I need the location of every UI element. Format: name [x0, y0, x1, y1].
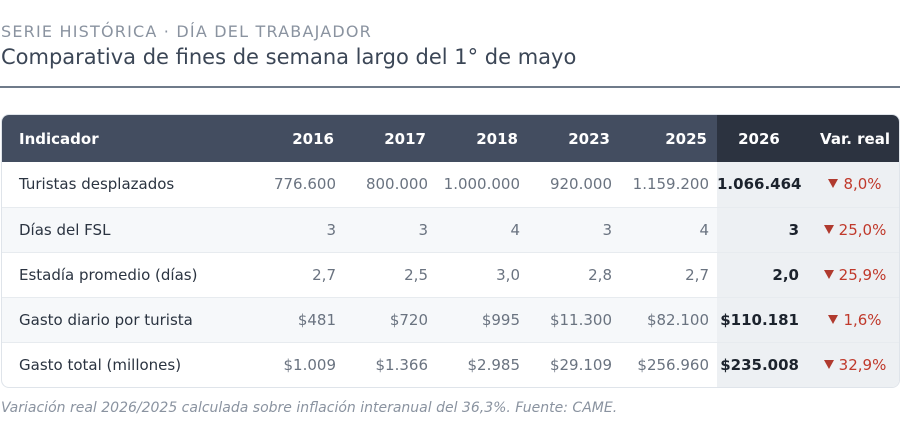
table-cell-2018: 1.000.000 [443, 175, 520, 194]
footnote: Variación real 2026/2025 calculada sobre… [1, 400, 618, 416]
row-indicator-label: Turistas desplazados [19, 175, 175, 194]
table-cell-2017: $1.366 [344, 341, 436, 387]
table-cell-2017: 3 [344, 206, 436, 252]
table-cell-2025: 4 [620, 206, 717, 252]
table-cell-2026: 1.066.464 [717, 162, 811, 207]
table-cell-2023: 920.000 [549, 175, 612, 194]
variation-cell: 25,0% [811, 206, 899, 252]
table-cell-2023: $11.300 [528, 296, 620, 342]
column-header-2026: 2026 [717, 115, 811, 162]
table-cell-2026: $235.008 [717, 341, 811, 387]
table-cell-2025: $256.960 [620, 341, 717, 387]
table-cell-2026: 2,0 [717, 251, 811, 297]
row-indicator-label: Estadía promedio (días) [2, 251, 252, 297]
table-cell-2018: 4 [436, 206, 528, 252]
section-kicker: SERIE HISTÓRICA · DÍA DEL TRABAJADOR [1, 22, 373, 41]
table-row: Turistas desplazados 776.600 800.000 1.000.… [2, 162, 899, 207]
table-cell-2023: 3 [528, 206, 620, 252]
column-header-2025: 2025 [620, 115, 717, 162]
column-header-2018: 2018 [436, 115, 528, 162]
table-cell-2016: 3 [252, 206, 344, 252]
comparison-table-container: Indicador 2016 2017 2018 2023 2025 2026 … [1, 114, 900, 388]
table-cell-2016: 2,7 [252, 251, 344, 297]
table-row: Gasto total (millones) $1.009 $1.366 $2.985… [2, 341, 899, 387]
table-cell-2025: $82.100 [620, 296, 717, 342]
table-cell-2018: $2.985 [436, 341, 528, 387]
table-cell-2026: 3 [717, 206, 811, 252]
variation-cell: 32,9% [811, 341, 899, 387]
variation-cell: 25,9% [811, 251, 899, 297]
table-cell-2023: $29.109 [528, 341, 620, 387]
triangle-down-icon [828, 179, 839, 189]
table-cell-2017: $720 [344, 296, 436, 342]
column-header-2016: 2016 [252, 115, 344, 162]
table-cell-2025: 1.159.200 [632, 175, 709, 194]
triangle-down-icon [823, 359, 834, 369]
variation-value: 25,9% [838, 265, 887, 284]
table-cell-2023: 2,8 [528, 251, 620, 297]
row-indicator-label: Días del FSL [2, 206, 252, 252]
row-indicator-label: Gasto diario por turista [2, 296, 252, 342]
variation-cell: 8,0% [811, 162, 899, 207]
table-cell-2017: 800.000 [365, 175, 428, 194]
row-indicator-label: Gasto total (millones) [2, 341, 252, 387]
table-cell-2026: $110.181 [717, 296, 811, 342]
table-cell-2018: 3,0 [436, 251, 528, 297]
variation-value: 32,9% [838, 355, 887, 374]
table-cell-2017: 2,5 [344, 251, 436, 297]
table-body: Turistas desplazados 776.600 800.000 1.000.… [2, 162, 899, 387]
variation-cell: 1,6% [811, 296, 899, 342]
comparison-table: Indicador 2016 2017 2018 2023 2025 2026 … [2, 115, 899, 387]
table-header-row: Indicador 2016 2017 2018 2023 2025 2026 … [2, 115, 899, 162]
triangle-down-icon [828, 314, 839, 324]
table-row: Días del FSL 3 3 4 3 4 3 25,0% [2, 206, 899, 252]
table-cell-2025: 2,7 [620, 251, 717, 297]
title-divider [0, 86, 900, 88]
table-row: Estadía promedio (días) 2,7 2,5 3,0 2,8 2,7 2,… [2, 251, 899, 297]
table-row: Gasto diario por turista $481 $720 $995 $11.… [2, 296, 899, 342]
column-header-2017: 2017 [344, 115, 436, 162]
triangle-down-icon [823, 269, 834, 279]
variation-value: 1,6% [843, 310, 882, 329]
table-cell-2016: $1.009 [252, 341, 344, 387]
table-cell-2018: $995 [436, 296, 528, 342]
variation-value: 25,0% [838, 220, 887, 239]
column-header-2023: 2023 [528, 115, 620, 162]
column-header-variation: Var. real [811, 115, 899, 162]
table-cell-2016: 776.600 [273, 175, 336, 194]
page-title: Comparativa de fines de semana largo del… [1, 45, 577, 69]
column-header-indicator: Indicador [2, 115, 252, 162]
triangle-down-icon [823, 224, 834, 234]
table-cell-2016: $481 [252, 296, 344, 342]
variation-value: 8,0% [843, 175, 882, 194]
